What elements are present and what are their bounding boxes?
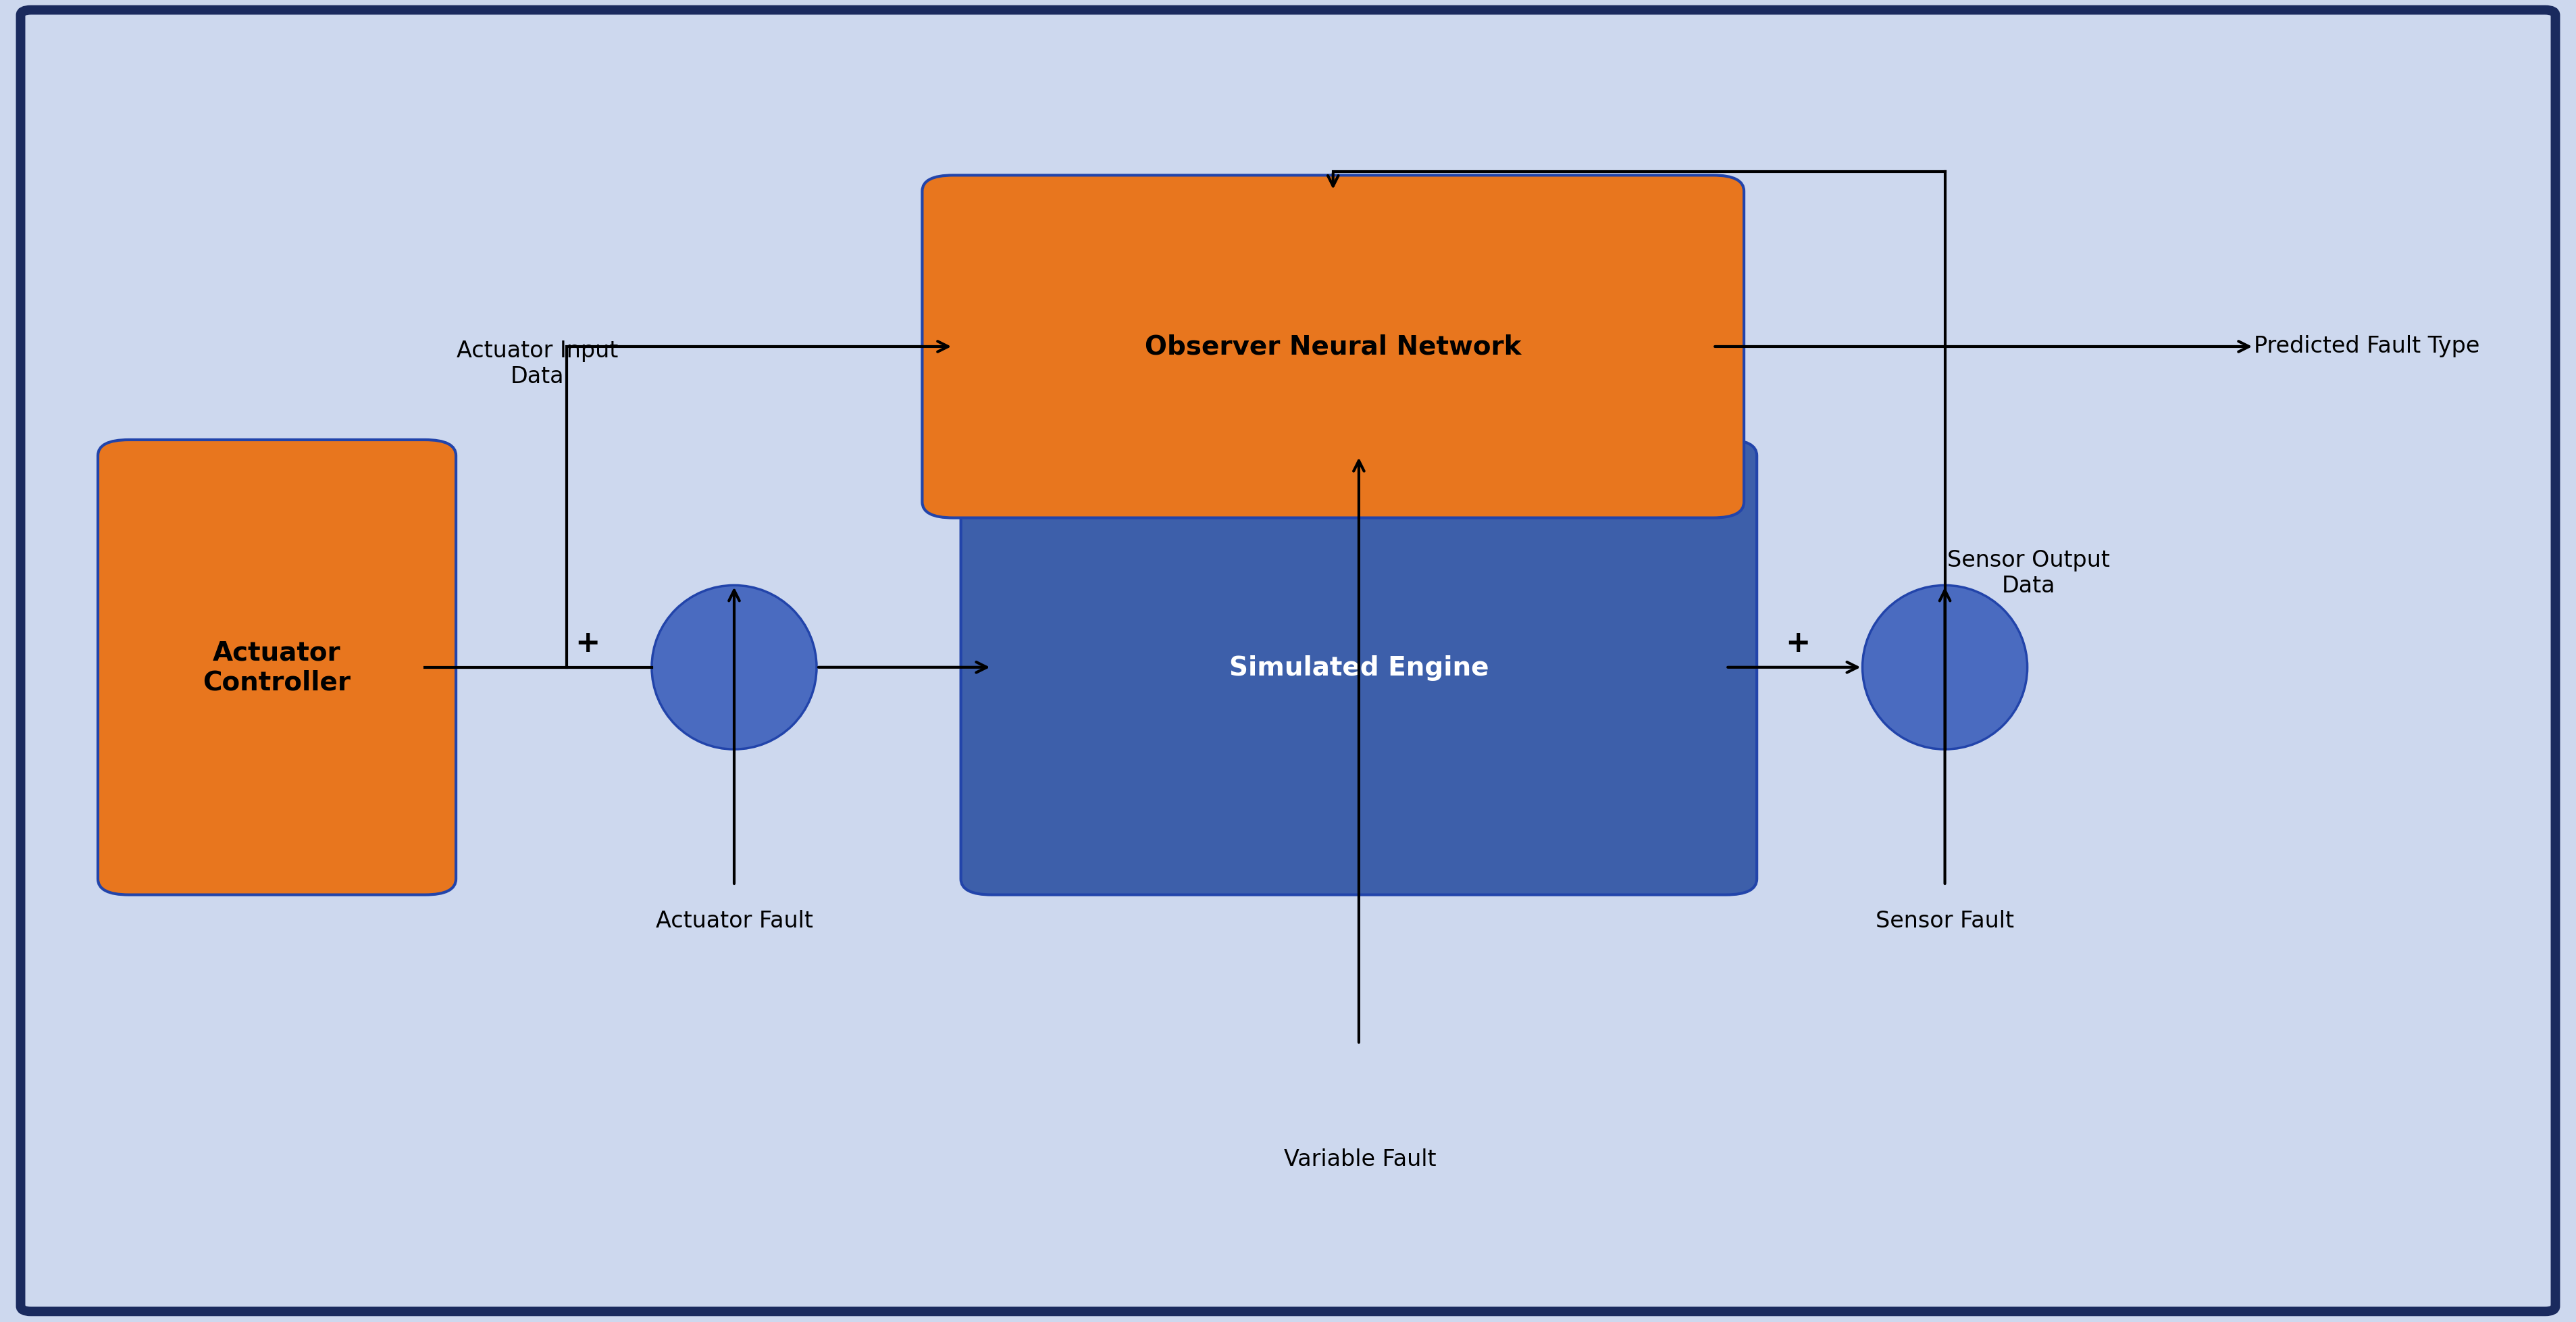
Text: +: + — [574, 628, 600, 657]
Text: Sensor Output
Data: Sensor Output Data — [1947, 549, 2110, 596]
Text: Simulated Engine: Simulated Engine — [1229, 654, 1489, 681]
Ellipse shape — [652, 586, 817, 750]
Text: Variable Fault: Variable Fault — [1283, 1147, 1437, 1170]
Text: Sensor Fault: Sensor Fault — [1875, 910, 2014, 932]
Text: Predicted Fault Type: Predicted Fault Type — [2254, 336, 2481, 357]
Text: Observer Neural Network: Observer Neural Network — [1144, 334, 1522, 360]
Ellipse shape — [1862, 586, 2027, 750]
FancyBboxPatch shape — [922, 176, 1744, 518]
Text: Actuator Fault: Actuator Fault — [654, 910, 814, 932]
FancyBboxPatch shape — [98, 440, 456, 895]
Text: Actuator
Controller: Actuator Controller — [204, 640, 350, 695]
Text: +: + — [1785, 628, 1811, 657]
FancyBboxPatch shape — [961, 440, 1757, 895]
FancyBboxPatch shape — [21, 11, 2555, 1311]
Text: Actuator Input
Data: Actuator Input Data — [456, 340, 618, 387]
